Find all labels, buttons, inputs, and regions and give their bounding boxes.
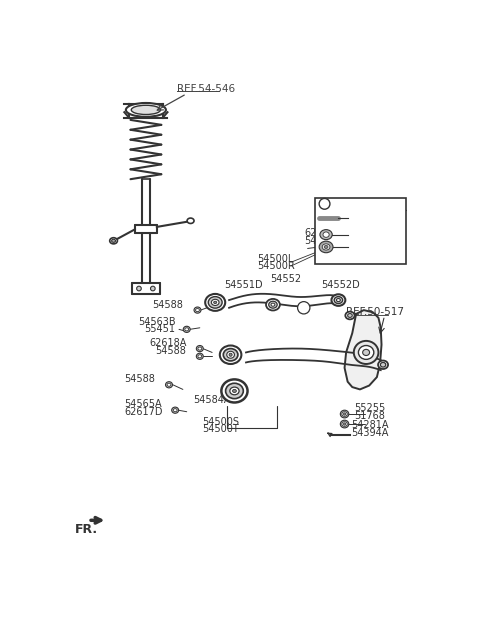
Text: 55255: 55255 — [349, 243, 378, 251]
Text: 54281A: 54281A — [349, 212, 384, 221]
Text: 62618A: 62618A — [150, 338, 187, 348]
Ellipse shape — [322, 244, 330, 250]
Text: 54588: 54588 — [155, 346, 186, 356]
Ellipse shape — [194, 307, 201, 313]
Text: 54500T: 54500T — [202, 424, 239, 435]
Text: 54500R: 54500R — [257, 261, 295, 271]
Text: 54565A: 54565A — [124, 399, 162, 409]
Ellipse shape — [166, 382, 172, 388]
Text: a: a — [301, 303, 306, 312]
Ellipse shape — [324, 245, 328, 248]
Text: 54588: 54588 — [124, 374, 155, 384]
Ellipse shape — [214, 301, 217, 303]
Ellipse shape — [196, 345, 203, 352]
Ellipse shape — [173, 409, 177, 412]
Ellipse shape — [221, 379, 248, 403]
Ellipse shape — [183, 326, 190, 332]
Text: 55255: 55255 — [354, 403, 385, 413]
Ellipse shape — [342, 412, 347, 416]
Ellipse shape — [195, 308, 199, 312]
Ellipse shape — [211, 299, 219, 305]
Text: 54584A: 54584A — [193, 395, 231, 405]
Ellipse shape — [332, 294, 345, 306]
Text: 54551D: 54551D — [225, 280, 263, 290]
Text: REF.54-546: REF.54-546 — [177, 84, 235, 94]
Ellipse shape — [112, 240, 116, 242]
Text: 62618A: 62618A — [304, 228, 342, 238]
Text: 54281A: 54281A — [351, 420, 388, 430]
Ellipse shape — [378, 361, 388, 369]
Text: 54500S: 54500S — [202, 417, 239, 427]
Ellipse shape — [342, 422, 347, 426]
Ellipse shape — [336, 298, 340, 302]
Ellipse shape — [319, 241, 333, 253]
Ellipse shape — [205, 294, 225, 311]
Circle shape — [137, 286, 141, 291]
Ellipse shape — [232, 389, 236, 393]
Text: 55451: 55451 — [144, 324, 175, 334]
Text: 51768: 51768 — [354, 411, 384, 421]
Ellipse shape — [185, 328, 189, 331]
Ellipse shape — [172, 407, 179, 413]
Text: 54588: 54588 — [152, 300, 183, 310]
Ellipse shape — [334, 297, 343, 303]
Ellipse shape — [324, 243, 331, 250]
Ellipse shape — [230, 387, 239, 395]
Ellipse shape — [323, 232, 329, 238]
Ellipse shape — [269, 301, 277, 308]
Ellipse shape — [340, 410, 349, 418]
Ellipse shape — [187, 218, 194, 223]
Text: 54394A: 54394A — [351, 428, 388, 438]
Ellipse shape — [320, 229, 332, 240]
Ellipse shape — [126, 103, 166, 117]
Ellipse shape — [198, 355, 202, 358]
Ellipse shape — [266, 299, 280, 310]
Ellipse shape — [326, 245, 330, 248]
Ellipse shape — [343, 413, 346, 415]
Text: 54552D: 54552D — [322, 280, 360, 290]
Text: FR.: FR. — [75, 523, 98, 536]
Ellipse shape — [343, 423, 346, 425]
Ellipse shape — [220, 345, 241, 364]
Ellipse shape — [208, 297, 222, 308]
Ellipse shape — [348, 314, 352, 317]
Ellipse shape — [227, 351, 234, 358]
Text: 54500L: 54500L — [257, 253, 293, 263]
Ellipse shape — [271, 303, 275, 306]
Ellipse shape — [354, 341, 378, 364]
Ellipse shape — [110, 238, 118, 244]
Ellipse shape — [380, 362, 386, 367]
Ellipse shape — [131, 105, 160, 115]
FancyArrowPatch shape — [328, 433, 332, 436]
Circle shape — [319, 198, 330, 209]
Ellipse shape — [196, 353, 203, 359]
Circle shape — [151, 286, 155, 291]
Text: 54588: 54588 — [304, 236, 336, 246]
Text: 54552: 54552 — [271, 274, 302, 284]
Ellipse shape — [363, 349, 370, 356]
Text: 62617D: 62617D — [124, 407, 163, 417]
Ellipse shape — [345, 312, 355, 319]
FancyBboxPatch shape — [315, 198, 406, 264]
Polygon shape — [345, 310, 382, 389]
Circle shape — [298, 302, 310, 314]
Text: a: a — [322, 199, 327, 208]
Text: 54563B: 54563B — [138, 317, 176, 327]
Ellipse shape — [167, 383, 171, 386]
Ellipse shape — [359, 345, 374, 359]
Ellipse shape — [198, 347, 202, 350]
Ellipse shape — [223, 349, 238, 361]
Ellipse shape — [226, 383, 243, 399]
Text: 54394A: 54394A — [349, 219, 384, 228]
Text: 51768: 51768 — [349, 230, 378, 239]
Ellipse shape — [340, 420, 349, 428]
Ellipse shape — [229, 353, 232, 356]
Text: REF.50-517: REF.50-517 — [346, 307, 404, 317]
